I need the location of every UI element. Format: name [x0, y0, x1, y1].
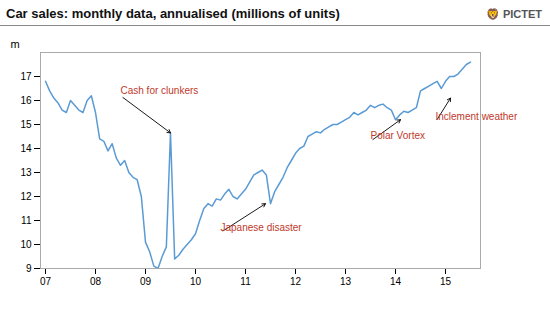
- svg-text:10: 10: [20, 239, 32, 250]
- svg-text:13: 13: [20, 167, 32, 178]
- svg-text:07: 07: [40, 276, 52, 287]
- svg-text:Japanese disaster: Japanese disaster: [221, 222, 303, 233]
- svg-text:17: 17: [20, 71, 32, 82]
- svg-text:Cash for clunkers: Cash for clunkers: [121, 85, 199, 96]
- svg-text:13: 13: [340, 276, 352, 287]
- svg-text:09: 09: [140, 276, 152, 287]
- svg-text:08: 08: [90, 276, 102, 287]
- svg-text:15: 15: [440, 276, 452, 287]
- svg-text:12: 12: [290, 276, 302, 287]
- svg-text:Polar Vortex: Polar Vortex: [371, 130, 425, 141]
- svg-text:Inclement weather: Inclement weather: [436, 111, 518, 122]
- svg-text:12: 12: [20, 191, 32, 202]
- svg-text:14: 14: [20, 143, 32, 154]
- svg-text:10: 10: [190, 276, 202, 287]
- html-text:Car sales: monthly data, annua: Car sales: monthly data, annualised (mil…: [6, 6, 340, 21]
- svg-text:14: 14: [390, 276, 402, 287]
- svg-text:11: 11: [240, 276, 251, 287]
- svg-text:16: 16: [20, 95, 32, 106]
- html-text:🦁 PICTET: 🦁 PICTET: [485, 8, 542, 20]
- svg-text:9: 9: [26, 263, 32, 274]
- svg-text:11: 11: [21, 215, 32, 226]
- svg-text:15: 15: [20, 119, 32, 130]
- svg-text:m: m: [11, 38, 20, 50]
